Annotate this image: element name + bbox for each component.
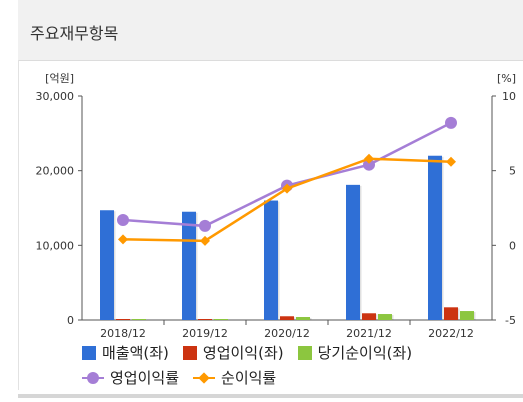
left-tick-label: 30,000 [36,90,75,103]
bar-1-0 [116,319,130,320]
right-tick-label: 10 [502,90,516,103]
panel-bottom-border [18,394,523,398]
right-tick-label: -5 [505,314,516,327]
line-point-1-1 [200,235,210,246]
legend-label-sales: 매출액(좌) [102,344,169,362]
legend-item-net-margin: 순이익률 [193,367,276,388]
legend-item-operating-profit: 영업이익(좌) [182,342,284,363]
right-axis-unit: [%] [497,72,516,85]
legend-item-sales: 매출액(좌) [82,342,169,363]
bar-0-1 [182,211,196,320]
axis-labels-group: 0 10,000 20,000 30,000 -5 0 5 10 [억원] [%] 2018/12 2… [36,72,517,340]
legend-marker-net-margin [193,371,216,385]
panel-left-border [18,60,19,390]
bar-2-3 [378,314,392,320]
line-point-1-3 [364,153,374,164]
x-tick-label: 2021/12 [346,327,392,340]
line-point-0-3 [363,158,375,171]
x-tick-label: 2022/12 [428,327,474,340]
legend-marker-operating-margin [82,371,104,385]
legend-item-operating-margin: 영업이익률 [82,367,179,388]
legend-row-lines: 영업이익률 순이익률 [82,365,502,390]
line-series-1 [122,157,452,243]
left-tick-label: 20,000 [36,165,75,178]
x-tick-label: 2020/12 [264,327,310,340]
line-point-1-4 [446,156,456,167]
bar-1-2 [280,316,294,320]
right-tick-label: 5 [509,165,516,178]
x-tick-label: 2019/12 [182,327,228,340]
panel-header: 주요재무항목 [18,0,523,61]
bar-1-1 [198,319,212,320]
chart-legend: 매출액(좌) 영업이익(좌) 당기순이익(좌) 영업이익률 [82,340,502,390]
line-point-0-1 [199,219,211,232]
line-series-group [117,116,457,246]
bar-2-4 [460,311,474,320]
bar-0-3 [346,184,360,320]
legend-swatch-sales [82,345,96,360]
line-point-1-2 [282,183,292,194]
legend-row-bars: 매출액(좌) 영업이익(좌) 당기순이익(좌) [82,340,502,365]
legend-label-net-income: 당기순이익(좌) [317,344,413,362]
bar-2-1 [214,319,228,320]
right-tick-label: 0 [509,239,516,252]
bar-1-4 [444,307,458,320]
bar-0-2 [264,200,278,320]
left-axis-unit: [억원] [45,72,74,85]
bar-0-0 [100,210,114,320]
bar-2-0 [132,319,146,320]
bar-2-2 [296,317,310,320]
left-tick-label: 0 [67,314,74,327]
legend-label-operating-profit: 영업이익(좌) [202,344,284,362]
legend-swatch-net-income [297,345,312,360]
line-point-0-4 [445,116,457,129]
left-tick-label: 10,000 [36,239,75,252]
legend-label-net-margin: 순이익률 [221,369,277,387]
line-series-0 [122,121,452,228]
panel-title: 주요재무항목 [30,24,119,43]
legend-swatch-operating-profit [182,345,197,360]
line-point-1-0 [118,234,128,245]
bar-0-4 [428,155,442,320]
line-point-0-0 [117,213,129,226]
x-tick-label: 2018/12 [100,327,146,340]
legend-item-net-income: 당기순이익(좌) [297,342,413,363]
legend-label-operating-margin: 영업이익률 [110,369,180,387]
bar-1-3 [362,313,376,320]
